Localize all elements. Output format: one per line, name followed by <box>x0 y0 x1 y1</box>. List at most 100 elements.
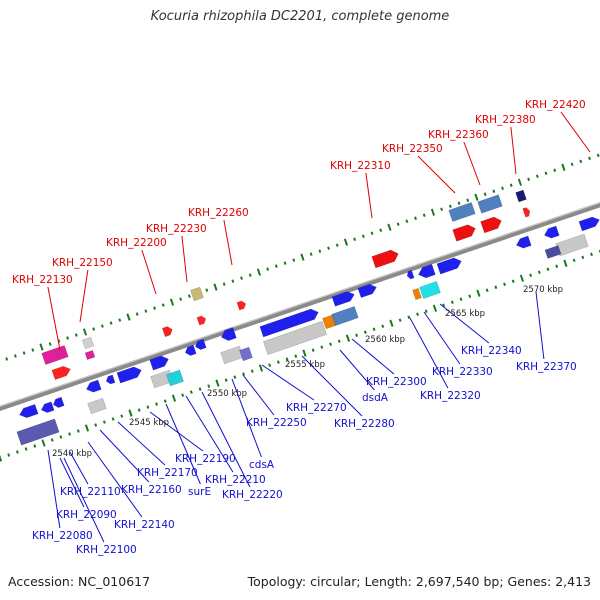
tick-mark-inner <box>268 363 272 367</box>
tick-mark-inner <box>198 387 202 391</box>
backbone-line <box>0 202 600 411</box>
lower-gene-label: KRH_22280 <box>334 418 395 430</box>
tick-mark-outer <box>483 192 487 197</box>
tick-mark-inner <box>276 360 280 364</box>
tick-mark-outer <box>318 249 322 253</box>
tick-mark-inner <box>137 408 141 412</box>
lower-leader <box>535 291 545 360</box>
gene-feature-12 <box>149 355 169 371</box>
gene-feature-19 <box>236 300 247 311</box>
tick-mark-inner <box>94 423 98 427</box>
tick-mark-outer <box>517 178 523 186</box>
tick-mark-outer <box>126 313 131 321</box>
tick-mark-outer <box>187 294 191 298</box>
tick-mark-outer <box>205 288 209 292</box>
tick-mark-inner <box>424 309 428 313</box>
tick-mark-inner <box>563 259 568 267</box>
tick-mark-outer <box>570 162 574 167</box>
lower-gene-label: KRH_22080 <box>32 530 93 542</box>
scale-label: 2540 kbp <box>52 449 92 459</box>
lower-leader <box>117 421 166 466</box>
upper-leader <box>560 111 591 153</box>
tick-mark-outer <box>169 298 175 306</box>
lower-leader <box>261 364 315 401</box>
tick-mark-outer <box>561 163 566 171</box>
tick-mark-inner <box>345 334 351 342</box>
tick-mark-inner <box>485 288 489 293</box>
gene-feature-25 <box>263 320 327 356</box>
scale-labels: 2540 kbp 2545 kbp 2550 kbp 2555 kbp 2560 kbp… <box>52 285 563 459</box>
tick-mark-inner <box>163 399 167 403</box>
tick-mark-outer <box>379 228 383 232</box>
tick-mark-inner <box>128 409 133 417</box>
gene-feature-6 <box>52 396 65 408</box>
tick-mark-outer <box>387 223 392 231</box>
lower-gene-label: KRH_22220 <box>222 489 283 501</box>
tick-mark-outer <box>109 321 113 325</box>
upper-gene-label: KRH_22360 <box>428 129 489 141</box>
lower-leader <box>69 451 89 485</box>
lower-gene-label: KRH_22170 <box>137 467 198 479</box>
gene-feature-10 <box>105 374 116 385</box>
tick-mark-inner <box>59 435 63 439</box>
tick-mark-outer <box>161 303 165 307</box>
gene-feature-3 <box>84 350 96 360</box>
upper-leader <box>510 126 517 175</box>
gene-feature-15 <box>184 344 197 356</box>
lower-gene-label: KRH_22330 <box>432 366 493 378</box>
lower-leader <box>351 338 395 375</box>
tick-mark-inner <box>33 444 37 448</box>
gene-feature-7 <box>86 379 102 393</box>
tick-mark-outer <box>422 213 426 217</box>
gene-feature-35 <box>419 281 441 299</box>
tick-mark-inner <box>511 279 515 284</box>
lower-leader <box>201 391 251 488</box>
tick-mark-inner <box>459 297 463 301</box>
gene-feature-32 <box>418 263 436 279</box>
gene-feature-5 <box>40 401 55 413</box>
upper-leader <box>181 235 188 283</box>
tick-mark-outer <box>430 208 436 216</box>
tick-mark-inner <box>337 339 341 343</box>
gene-feature-9 <box>87 397 107 415</box>
gene-labels: KRH_22130 KRH_22150 KRH_22200 KRH_22230 KRH_… <box>12 99 586 556</box>
tick-mark-outer <box>144 309 148 313</box>
tick-mark-inner <box>363 330 367 334</box>
gene-features <box>16 189 600 446</box>
tick-mark-outer <box>300 253 305 261</box>
tick-mark-outer <box>474 193 479 201</box>
tick-mark-inner <box>84 424 90 432</box>
gene-feature-33 <box>436 257 462 275</box>
tick-mark-outer <box>370 231 374 235</box>
tick-mark-inner <box>111 417 115 421</box>
tick-mark-inner <box>372 327 376 331</box>
lower-leader <box>242 374 275 416</box>
gene-feature-29 <box>357 284 377 298</box>
tick-mark-outer <box>74 333 78 337</box>
accession-text: Accession: NC_010617 <box>8 574 151 589</box>
tick-mark-inner <box>302 349 307 357</box>
tick-mark-inner <box>181 393 185 397</box>
tick-mark-outer <box>588 156 591 161</box>
lower-gene-label: KRH_22190 <box>175 453 236 465</box>
tick-mark-inner <box>555 264 559 269</box>
tick-mark-outer <box>501 186 504 191</box>
gene-feature-43 <box>544 225 560 239</box>
lower-gene-label: KRH_22340 <box>461 345 522 357</box>
tick-mark-outer <box>274 264 278 268</box>
tick-mark-inner <box>250 369 254 373</box>
tick-mark-inner <box>407 315 411 319</box>
tick-mark-outer <box>553 168 557 173</box>
gene-feature-38 <box>452 224 476 242</box>
tick-mark-inner <box>41 439 46 447</box>
lower-gene-label: KRH_22140 <box>114 519 175 531</box>
lower-leader <box>185 395 234 473</box>
tick-mark-outer <box>396 222 400 226</box>
lower-gene-label: KRH_22370 <box>516 361 577 373</box>
tick-mark-inner <box>76 429 80 433</box>
gene-feature-24 <box>259 308 319 338</box>
tick-mark-inner <box>258 364 264 372</box>
tick-mark-inner <box>355 333 359 337</box>
tick-mark-outer <box>153 306 157 310</box>
tick-mark-inner <box>398 318 402 322</box>
